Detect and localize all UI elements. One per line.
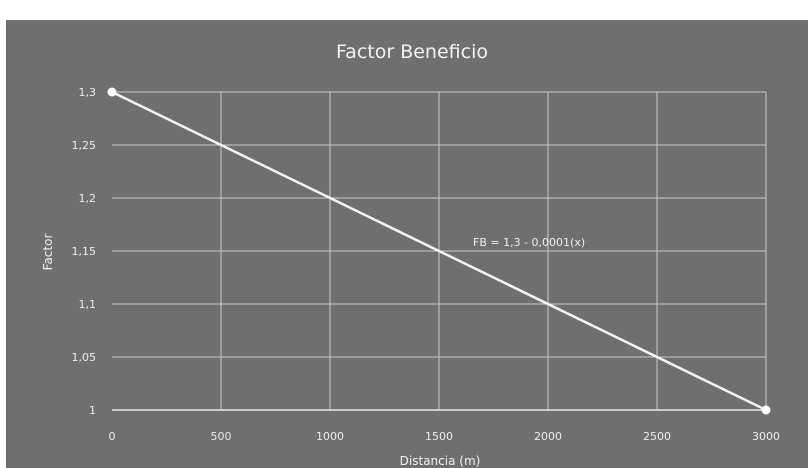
x-tick-labels: 0 500 1000 1500 2000 2500 3000	[109, 430, 781, 443]
y-tick-label: 1,05	[72, 351, 97, 364]
x-tick-label: 1000	[316, 430, 344, 443]
x-tick-label: 0	[109, 430, 116, 443]
x-tick-label: 2000	[534, 430, 562, 443]
series-line	[111, 90, 767, 412]
y-tick-labels: 1 1,05 1,1 1,15 1,2 1,25 1,3	[72, 86, 97, 417]
x-tick-label: 3000	[752, 430, 780, 443]
data-point	[761, 405, 771, 415]
y-tick-label: 1,3	[79, 86, 97, 99]
y-tick-label: 1,1	[79, 298, 97, 311]
x-tick-label: 1500	[425, 430, 453, 443]
x-tick-label: 500	[211, 430, 232, 443]
chart-frame	[6, 20, 808, 468]
data-point	[107, 87, 117, 97]
y-tick-label: 1	[89, 404, 96, 417]
chart-title: Factor Beneficio	[336, 41, 488, 63]
y-axis-label: Factor	[41, 234, 55, 271]
x-tick-label: 2500	[643, 430, 671, 443]
equation-annotation: FB = 1,3 - 0,0001(x)	[473, 236, 585, 249]
y-tick-label: 1,25	[72, 139, 97, 152]
x-axis-label: Distancia (m)	[400, 454, 481, 468]
y-tick-label: 1,2	[79, 192, 97, 205]
series-layer	[107, 87, 771, 415]
y-tick-label: 1,15	[72, 245, 97, 258]
